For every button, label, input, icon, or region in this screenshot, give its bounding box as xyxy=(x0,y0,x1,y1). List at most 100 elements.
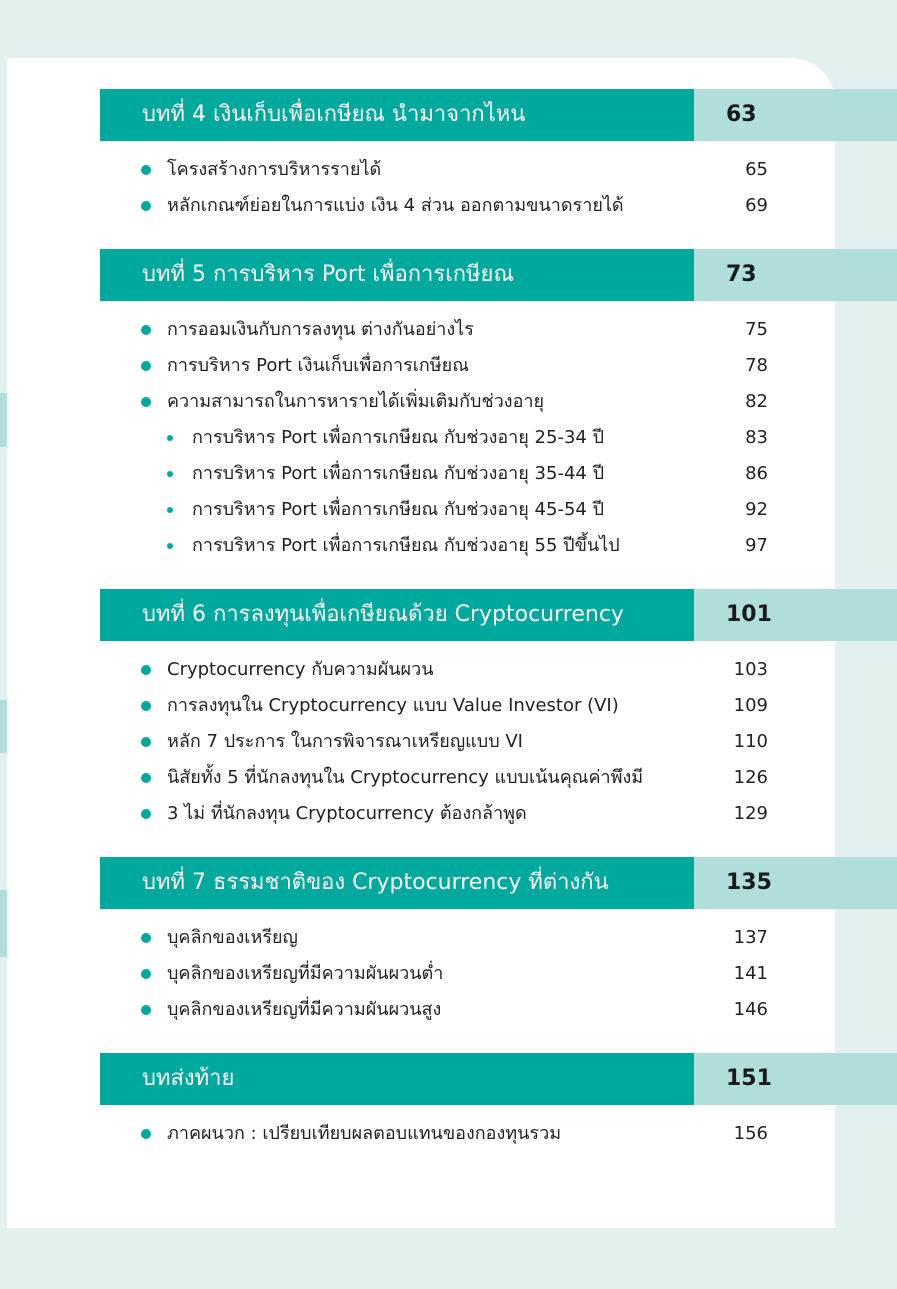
bullet-icon xyxy=(141,737,151,747)
chapter-header[interactable]: บทที่ 5 การบริหาร Port เพื่อการเกษียณ 73 xyxy=(100,249,897,301)
entry-page-number: 97 xyxy=(745,535,768,556)
bullet-icon xyxy=(141,809,151,819)
entry-title: ภาคผนวก : เปรียบเทียบผลตอบแทนของกองทุนรว… xyxy=(167,1123,562,1144)
toc-entry[interactable]: Cryptocurrency กับความผันผวน 103 xyxy=(0,652,897,688)
toc-entry[interactable]: การลงทุนใน Cryptocurrency แบบ Value Inve… xyxy=(0,688,897,724)
toc-section: บทที่ 7 ธรรมชาติของ Cryptocurrency ที่ต่… xyxy=(0,857,897,1028)
toc-section: บทที่ 5 การบริหาร Port เพื่อการเกษียณ 73… xyxy=(0,249,897,564)
entry-page-number: 78 xyxy=(745,355,768,376)
chapter-page-number: 101 xyxy=(694,589,897,641)
entry-title: Cryptocurrency กับความผันผวน xyxy=(167,659,434,680)
toc-entry[interactable]: การบริหาร Port เพื่อการเกษียณ กับช่วงอาย… xyxy=(0,492,897,528)
chapter-items: บุคลิกของเหรียญ 137 บุคลิกของเหรียญที่มี… xyxy=(0,920,897,1028)
toc-entry[interactable]: บุคลิกของเหรียญที่มีความผันผวนสูง 146 xyxy=(0,992,897,1028)
entry-title: บุคลิกของเหรียญที่มีความผันผวนสูง xyxy=(167,999,442,1020)
entry-title: ความสามารถในการหารายได้เพิ่มเติมกับช่วงอ… xyxy=(167,391,545,412)
edge-tab xyxy=(0,700,7,753)
toc-entry[interactable]: การบริหาร Port เพื่อการเกษียณ กับช่วงอาย… xyxy=(0,420,897,456)
bullet-icon xyxy=(141,701,151,711)
entry-page-number: 137 xyxy=(733,927,768,948)
toc-entry[interactable]: การบริหาร Port เงินเก็บเพื่อการเกษียณ 78 xyxy=(0,348,897,384)
bullet-icon xyxy=(167,435,173,441)
toc-entry[interactable]: การบริหาร Port เพื่อการเกษียณ กับช่วงอาย… xyxy=(0,528,897,564)
toc-entry[interactable]: ภาคผนวก : เปรียบเทียบผลตอบแทนของกองทุนรว… xyxy=(0,1116,897,1152)
entry-page-number: 92 xyxy=(745,499,768,520)
chapter-title: บทที่ 7 ธรรมชาติของ Cryptocurrency ที่ต่… xyxy=(100,857,694,909)
entry-page-number: 129 xyxy=(733,803,768,824)
toc-entry[interactable]: ความสามารถในการหารายได้เพิ่มเติมกับช่วงอ… xyxy=(0,384,897,420)
bullet-icon xyxy=(167,543,173,549)
bullet-icon xyxy=(141,969,151,979)
chapter-title: บทที่ 4 เงินเก็บเพื่อเกษียณ นำมาจากไหน xyxy=(100,89,694,141)
chapter-header[interactable]: บทที่ 4 เงินเก็บเพื่อเกษียณ นำมาจากไหน 6… xyxy=(100,89,897,141)
chapter-items: การออมเงินกับการลงทุน ต่างกันอย่างไร 75 … xyxy=(0,312,897,564)
bullet-icon xyxy=(141,165,151,175)
toc-entry[interactable]: หลัก 7 ประการ ในการพิจารณาเหรียญแบบ VI 1… xyxy=(0,724,897,760)
entry-page-number: 110 xyxy=(733,731,768,752)
bullet-icon xyxy=(141,397,151,407)
bullet-icon xyxy=(141,773,151,783)
entry-page-number: 156 xyxy=(733,1123,768,1144)
entry-title: การบริหาร Port เงินเก็บเพื่อการเกษียณ xyxy=(167,355,469,376)
entry-title: 3 ไม่ ที่นักลงทุน Cryptocurrency ต้องกล้… xyxy=(167,803,527,824)
toc-entry[interactable]: บุคลิกของเหรียญ 137 xyxy=(0,920,897,956)
bullet-icon xyxy=(141,361,151,371)
chapter-title: บทที่ 5 การบริหาร Port เพื่อการเกษียณ xyxy=(100,249,694,301)
table-of-contents: บทที่ 4 เงินเก็บเพื่อเกษียณ นำมาจากไหน 6… xyxy=(0,89,897,1177)
entry-page-number: 103 xyxy=(733,659,768,680)
chapter-page-number: 151 xyxy=(694,1053,897,1105)
chapter-items: ภาคผนวก : เปรียบเทียบผลตอบแทนของกองทุนรว… xyxy=(0,1116,897,1152)
entry-page-number: 146 xyxy=(733,999,768,1020)
entry-title: การบริหาร Port เพื่อการเกษียณ กับช่วงอาย… xyxy=(192,535,620,556)
entry-page-number: 65 xyxy=(745,159,768,180)
entry-page-number: 83 xyxy=(745,427,768,448)
chapter-header[interactable]: บทที่ 7 ธรรมชาติของ Cryptocurrency ที่ต่… xyxy=(100,857,897,909)
entry-page-number: 109 xyxy=(733,695,768,716)
chapter-items: Cryptocurrency กับความผันผวน 103 การลงทุ… xyxy=(0,652,897,832)
entry-page-number: 75 xyxy=(745,319,768,340)
toc-section: บทที่ 4 เงินเก็บเพื่อเกษียณ นำมาจากไหน 6… xyxy=(0,89,897,224)
bullet-icon xyxy=(141,1129,151,1139)
bullet-icon xyxy=(141,201,151,211)
edge-tab xyxy=(0,393,7,447)
entry-title: หลักเกณฑ์ย่อยในการแบ่ง เงิน 4 ส่วน ออกตา… xyxy=(167,195,624,216)
chapter-items: โครงสร้างการบริหารรายได้ 65 หลักเกณฑ์ย่อ… xyxy=(0,152,897,224)
entry-title: นิสัยทั้ง 5 ที่นักลงทุนใน Cryptocurrency… xyxy=(167,767,644,788)
toc-entry[interactable]: 3 ไม่ ที่นักลงทุน Cryptocurrency ต้องกล้… xyxy=(0,796,897,832)
toc-entry[interactable]: บุคลิกของเหรียญที่มีความผันผวนต่ำ 141 xyxy=(0,956,897,992)
toc-entry[interactable]: โครงสร้างการบริหารรายได้ 65 xyxy=(0,152,897,188)
bullet-icon xyxy=(167,507,173,513)
bullet-icon xyxy=(141,1005,151,1015)
toc-entry[interactable]: การบริหาร Port เพื่อการเกษียณ กับช่วงอาย… xyxy=(0,456,897,492)
chapter-title: บทส่งท้าย xyxy=(100,1053,694,1105)
bullet-icon xyxy=(141,933,151,943)
entry-title: การบริหาร Port เพื่อการเกษียณ กับช่วงอาย… xyxy=(192,463,604,484)
entry-title: การออมเงินกับการลงทุน ต่างกันอย่างไร xyxy=(167,319,474,340)
bullet-icon xyxy=(141,325,151,335)
chapter-page-number: 63 xyxy=(694,89,897,141)
entry-title: การบริหาร Port เพื่อการเกษียณ กับช่วงอาย… xyxy=(192,427,604,448)
chapter-title: บทที่ 6 การลงทุนเพื่อเกษียณด้วย Cryptocu… xyxy=(100,589,694,641)
edge-tab xyxy=(0,890,7,957)
entry-page-number: 141 xyxy=(733,963,768,984)
toc-entry[interactable]: หลักเกณฑ์ย่อยในการแบ่ง เงิน 4 ส่วน ออกตา… xyxy=(0,188,897,224)
entry-page-number: 126 xyxy=(733,767,768,788)
toc-section: บทส่งท้าย 151 ภาคผนวก : เปรียบเทียบผลตอบ… xyxy=(0,1053,897,1152)
entry-title: หลัก 7 ประการ ในการพิจารณาเหรียญแบบ VI xyxy=(167,731,523,752)
chapter-header[interactable]: บทส่งท้าย 151 xyxy=(100,1053,897,1105)
entry-title: บุคลิกของเหรียญ xyxy=(167,927,298,948)
entry-title: การบริหาร Port เพื่อการเกษียณ กับช่วงอาย… xyxy=(192,499,604,520)
chapter-page-number: 73 xyxy=(694,249,897,301)
entry-title: การลงทุนใน Cryptocurrency แบบ Value Inve… xyxy=(167,695,619,716)
entry-page-number: 82 xyxy=(745,391,768,412)
entry-page-number: 86 xyxy=(745,463,768,484)
entry-title: บุคลิกของเหรียญที่มีความผันผวนต่ำ xyxy=(167,963,444,984)
chapter-page-number: 135 xyxy=(694,857,897,909)
entry-page-number: 69 xyxy=(745,195,768,216)
bullet-icon xyxy=(141,665,151,675)
chapter-header[interactable]: บทที่ 6 การลงทุนเพื่อเกษียณด้วย Cryptocu… xyxy=(100,589,897,641)
toc-entry[interactable]: การออมเงินกับการลงทุน ต่างกันอย่างไร 75 xyxy=(0,312,897,348)
entry-title: โครงสร้างการบริหารรายได้ xyxy=(167,159,382,180)
bullet-icon xyxy=(167,471,173,477)
toc-entry[interactable]: นิสัยทั้ง 5 ที่นักลงทุนใน Cryptocurrency… xyxy=(0,760,897,796)
